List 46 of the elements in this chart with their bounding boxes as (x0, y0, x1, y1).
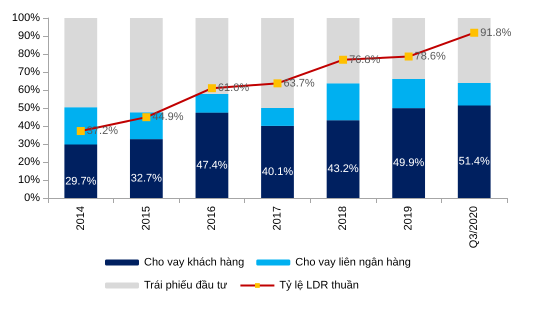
bar (64, 144, 98, 198)
legend-label: Cho vay khách hàng (144, 256, 244, 268)
data-label: 40.1% (262, 166, 294, 178)
bar (392, 79, 426, 108)
data-label: 43.2% (327, 163, 359, 176)
y-tick-label: 90% (18, 30, 40, 42)
bar (64, 18, 98, 108)
y-tick-label: 0% (24, 192, 40, 204)
x-tick-label: 2019 (402, 206, 415, 230)
data-label: 51.4% (458, 156, 490, 168)
y-tick-label: 80% (18, 48, 40, 60)
legend-label: Trái phiếu đầu tư (144, 280, 228, 292)
y-tick-label: 50% (18, 102, 40, 114)
y-tick-label: 100% (12, 12, 40, 24)
x-tick-label: 2015 (140, 206, 152, 230)
x-tick-label: 2014 (74, 206, 87, 230)
bar (130, 139, 163, 198)
x-tick-label: 2016 (206, 206, 218, 230)
data-label: 29.7% (65, 175, 97, 188)
x-tick-label: 2018 (337, 206, 350, 230)
legend-label: Cho vay liên ngân hàng (295, 256, 411, 268)
bar (130, 18, 163, 112)
data-label: 49.9% (393, 157, 424, 170)
bar (261, 108, 294, 126)
bar (196, 112, 228, 198)
y-tick-label: 10% (18, 174, 40, 186)
y-tick-label: 60% (18, 84, 40, 96)
bar (458, 105, 491, 198)
x-tick-label: 2017 (272, 206, 284, 230)
bar (326, 120, 360, 198)
data-label: 47.4% (196, 159, 228, 172)
legend-label: Tỷ lệ LDR thuần (279, 280, 359, 292)
data-label: 78.6% (414, 50, 446, 63)
data-label: 63.7% (284, 77, 315, 90)
x-tick-label: Q3/2020 (468, 206, 480, 248)
y-tick-label: 70% (18, 66, 40, 78)
bar (196, 94, 228, 113)
data-label: 91.8% (480, 26, 512, 39)
bar (458, 82, 491, 106)
bar (326, 83, 360, 120)
data-label: 32.7% (130, 172, 162, 185)
y-tick-label: 20% (18, 156, 40, 168)
y-tick-label: 30% (18, 138, 40, 150)
bar (392, 108, 426, 198)
bar (261, 126, 294, 198)
y-tick-label: 40% (18, 120, 40, 132)
